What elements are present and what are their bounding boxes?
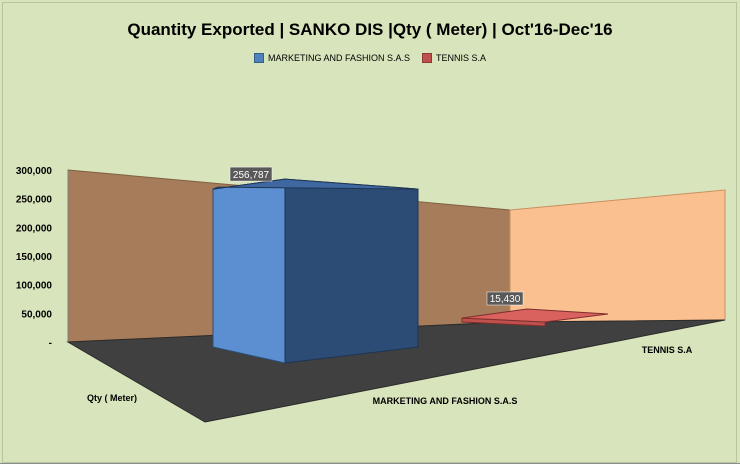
bar-tennis-top [461, 308, 609, 323]
bar-marketing-side [284, 178, 419, 364]
bar-marketing-front [212, 178, 286, 364]
legend-label-tennis: TENNIS S.A [436, 53, 487, 63]
data-label-bg-tennis [486, 291, 524, 306]
category-label-marketing: MARKETING AND FASHION S.A.S [373, 396, 518, 406]
side-wall [509, 189, 726, 323]
y-tick-label: 50,000 [21, 309, 52, 320]
y-tick-label: 250,000 [16, 195, 53, 206]
y-tick-label: 150,000 [16, 252, 53, 263]
y-tick-label: 200,000 [16, 223, 53, 234]
y-tick-label: - [49, 338, 52, 349]
legend-item-tennis: TENNIS S.A [422, 53, 486, 63]
legend-swatch-marketing [253, 53, 264, 63]
y-axis-title: Qty ( Meter) [87, 393, 137, 403]
y-tick-label: 100,000 [16, 281, 53, 292]
legend-label-marketing: MARKETING AND FASHION S.A.S [267, 53, 410, 63]
chart-title: Quantity Exported | SANKO DIS |Qty ( Met… [127, 20, 613, 39]
y-tick-labels: - 50,000 100,000 150,000 200,000 250,000 300,0… [16, 166, 53, 349]
chart-frame [2, 2, 737, 463]
data-label-bg-marketing [229, 166, 273, 182]
window-bottom-bar [0, 463, 740, 471]
chart-legend: MARKETING AND FASHION S.A.S TENNIS S.A [0, 53, 740, 63]
data-label-marketing: 256,787 [233, 170, 270, 181]
data-label-tennis: 15,430 [490, 294, 521, 305]
category-label-tennis: TENNIS S.A [642, 345, 693, 355]
legend-swatch-tennis [422, 53, 432, 63]
legend-item-marketing: MARKETING AND FASHION S.A.S [253, 53, 410, 63]
y-tick-label: 300,000 [16, 166, 53, 177]
bar-marketing-top [212, 178, 419, 190]
